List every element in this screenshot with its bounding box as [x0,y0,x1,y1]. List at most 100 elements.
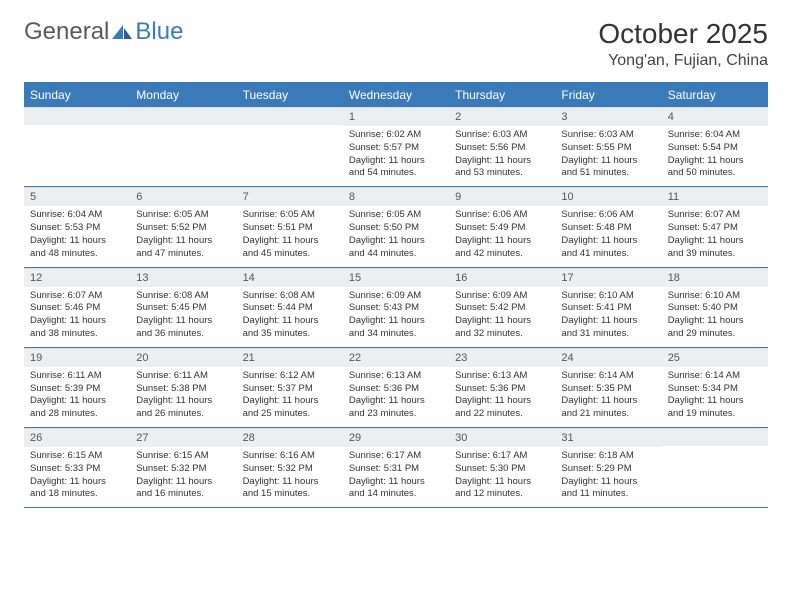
daylight-line: Daylight: 11 hours and 50 minutes. [668,155,744,179]
day-number: 24 [555,348,661,367]
sunset-line: Sunset: 5:57 PM [349,142,419,153]
sunrise-line: Sunrise: 6:10 AM [561,290,633,301]
day-cell-body: Sunrise: 6:08 AMSunset: 5:44 PMDaylight:… [237,287,343,347]
weekday-header: Friday [555,83,661,107]
day-cell-num: 3 [555,107,661,126]
day-number: 16 [449,268,555,287]
sunrise-line: Sunrise: 6:13 AM [349,370,421,381]
day-details: Sunrise: 6:06 AMSunset: 5:48 PMDaylight:… [555,206,661,266]
sunset-line: Sunset: 5:54 PM [668,142,738,153]
day-cell-num: 8 [343,187,449,206]
day-cell-num: 29 [343,428,449,447]
daylight-line: Daylight: 11 hours and 32 minutes. [455,315,531,339]
sunrise-line: Sunrise: 6:09 AM [455,290,527,301]
day-number-empty [130,107,236,125]
sunset-line: Sunset: 5:50 PM [349,222,419,233]
daylight-line: Daylight: 11 hours and 28 minutes. [30,395,106,419]
sunset-line: Sunset: 5:46 PM [30,302,100,313]
calendar-daynum-row: 19202122232425 [24,348,768,367]
day-cell-body: Sunrise: 6:13 AMSunset: 5:36 PMDaylight:… [343,367,449,427]
day-cell-num: 30 [449,428,555,447]
sunrise-line: Sunrise: 6:08 AM [243,290,315,301]
day-cell-num: 1 [343,107,449,126]
sunrise-line: Sunrise: 6:03 AM [455,129,527,140]
weekday-header: Thursday [449,83,555,107]
day-cell-num: 28 [237,428,343,447]
sunset-line: Sunset: 5:30 PM [455,463,525,474]
sunset-line: Sunset: 5:29 PM [561,463,631,474]
day-number: 26 [24,428,130,447]
daylight-line: Daylight: 11 hours and 54 minutes. [349,155,425,179]
sunset-line: Sunset: 5:43 PM [349,302,419,313]
day-cell-num: 15 [343,268,449,287]
sunset-line: Sunset: 5:49 PM [455,222,525,233]
day-number: 6 [130,187,236,206]
day-number: 11 [662,187,768,206]
calendar-daynum-row: 262728293031 [24,428,768,447]
day-number: 8 [343,187,449,206]
day-cell-num: 25 [662,348,768,367]
day-cell-num: 16 [449,268,555,287]
calendar-table: Sunday Monday Tuesday Wednesday Thursday… [24,83,768,508]
day-details: Sunrise: 6:11 AMSunset: 5:39 PMDaylight:… [24,367,130,427]
calendar-daynum-row: 1234 [24,107,768,126]
title-block: October 2025 Yong'an, Fujian, China [598,18,768,70]
day-cell-num: 11 [662,187,768,206]
day-cell-body: Sunrise: 6:06 AMSunset: 5:49 PMDaylight:… [449,206,555,266]
day-details: Sunrise: 6:09 AMSunset: 5:43 PMDaylight:… [343,287,449,347]
day-cell-num: 14 [237,268,343,287]
day-number: 21 [237,348,343,367]
daylight-line: Daylight: 11 hours and 16 minutes. [136,476,212,500]
day-cell-num: 17 [555,268,661,287]
day-details: Sunrise: 6:09 AMSunset: 5:42 PMDaylight:… [449,287,555,347]
daylight-line: Daylight: 11 hours and 47 minutes. [136,235,212,259]
day-details-empty [237,126,343,178]
day-number: 12 [24,268,130,287]
day-cell-body: Sunrise: 6:03 AMSunset: 5:56 PMDaylight:… [449,126,555,186]
day-cell-body: Sunrise: 6:05 AMSunset: 5:52 PMDaylight:… [130,206,236,266]
sunset-line: Sunset: 5:53 PM [30,222,100,233]
sunset-line: Sunset: 5:52 PM [136,222,206,233]
sunset-line: Sunset: 5:31 PM [349,463,419,474]
day-cell-num: 19 [24,348,130,367]
day-details: Sunrise: 6:03 AMSunset: 5:55 PMDaylight:… [555,126,661,186]
sunset-line: Sunset: 5:37 PM [243,383,313,394]
day-cell-num [237,107,343,126]
sunset-line: Sunset: 5:51 PM [243,222,313,233]
day-details: Sunrise: 6:14 AMSunset: 5:35 PMDaylight:… [555,367,661,427]
sunset-line: Sunset: 5:36 PM [349,383,419,394]
weekday-header: Saturday [662,83,768,107]
day-details: Sunrise: 6:17 AMSunset: 5:30 PMDaylight:… [449,447,555,507]
sunset-line: Sunset: 5:33 PM [30,463,100,474]
day-cell-body: Sunrise: 6:16 AMSunset: 5:32 PMDaylight:… [237,447,343,507]
calendar-daybody-row: Sunrise: 6:15 AMSunset: 5:33 PMDaylight:… [24,447,768,507]
header: General Blue October 2025 Yong'an, Fujia… [24,18,768,70]
day-number: 30 [449,428,555,447]
logo: General Blue [24,18,183,46]
sunset-line: Sunset: 5:44 PM [243,302,313,313]
day-number: 22 [343,348,449,367]
day-number: 14 [237,268,343,287]
day-details-empty [24,126,130,178]
sunrise-line: Sunrise: 6:07 AM [30,290,102,301]
logo-text-general: General [24,18,109,46]
day-details: Sunrise: 6:08 AMSunset: 5:44 PMDaylight:… [237,287,343,347]
calendar-body: 1234 Sunrise: 6:02 AM Sunset: 5:57 PM Dayli… [24,107,768,508]
day-number: 5 [24,187,130,206]
day-details-empty [662,447,768,499]
weekday-header: Monday [130,83,236,107]
day-number: 9 [449,187,555,206]
sunset-line: Sunset: 5:47 PM [668,222,738,233]
day-number: 27 [130,428,236,447]
day-cell-body [662,447,768,507]
day-number: 10 [555,187,661,206]
daylight-line: Daylight: 11 hours and 44 minutes. [349,235,425,259]
daylight-line: Daylight: 11 hours and 45 minutes. [243,235,319,259]
sunrise-line: Sunrise: 6:02 AM [349,129,421,140]
day-cell-num: 13 [130,268,236,287]
day-details: Sunrise: 6:13 AMSunset: 5:36 PMDaylight:… [343,367,449,427]
sunset-line: Sunset: 5:41 PM [561,302,631,313]
day-cell-num: 21 [237,348,343,367]
sunrise-line: Sunrise: 6:05 AM [243,209,315,220]
daylight-line: Daylight: 11 hours and 22 minutes. [455,395,531,419]
